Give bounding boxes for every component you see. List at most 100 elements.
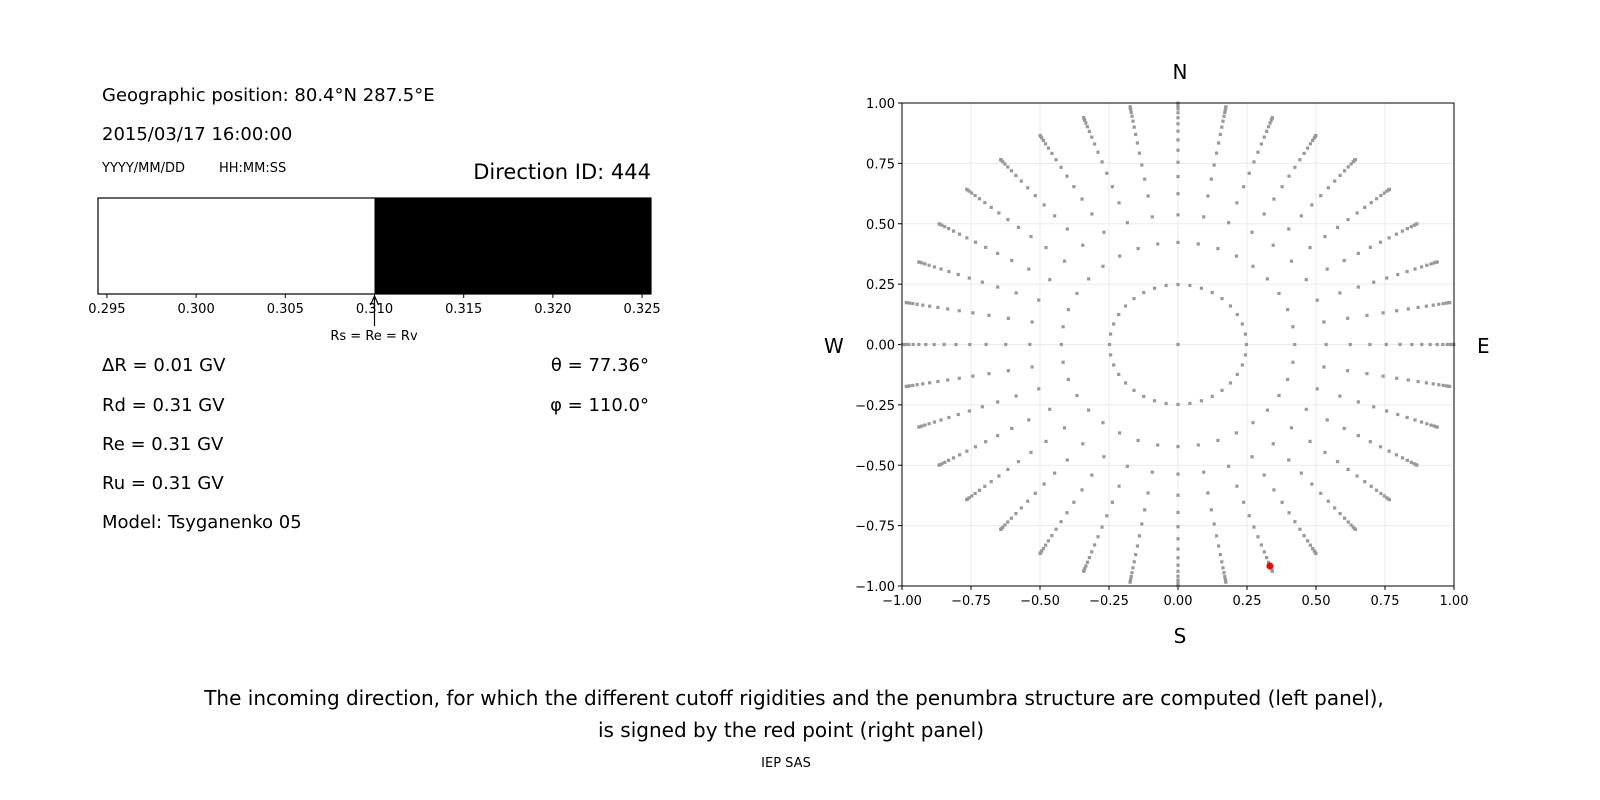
grid-point [1251, 264, 1255, 268]
grid-point [1280, 500, 1284, 504]
grid-point [970, 191, 974, 195]
grid-point [1123, 381, 1128, 385]
grid-point [1050, 151, 1054, 155]
grid-point [1265, 408, 1269, 412]
caption-line-1: The incoming direction, for which the di… [204, 686, 1384, 710]
compass-north: N [1172, 60, 1188, 84]
grid-point [1176, 138, 1180, 142]
grid-point [907, 342, 911, 347]
grid-point [1132, 560, 1136, 564]
x-tick-label: 0.25 [1233, 594, 1262, 609]
grid-point [1209, 508, 1213, 512]
grid-point [1059, 342, 1063, 347]
grid-point [980, 405, 984, 409]
grid-point [1188, 401, 1192, 406]
grid-point [1448, 300, 1452, 305]
grid-point [1356, 400, 1360, 404]
grid-point [996, 400, 1000, 404]
grid-point [1424, 304, 1428, 308]
grid-point [927, 263, 931, 267]
grid-point [1400, 456, 1405, 460]
grid-point [1323, 450, 1327, 455]
bar-x-tick-label: 0.320 [534, 302, 571, 317]
grid-point [1014, 173, 1018, 178]
grid-point [1372, 280, 1376, 284]
grid-point [1224, 580, 1228, 584]
grid-point [1053, 471, 1057, 475]
grid-point [997, 211, 1001, 215]
grid-point [1150, 215, 1154, 219]
grid-point [1424, 381, 1428, 385]
grid-point [1176, 525, 1180, 529]
grid-point [1333, 179, 1337, 183]
grid-point [1217, 141, 1221, 145]
grid-point [1117, 372, 1121, 377]
grid-point [917, 260, 921, 264]
grid-point [940, 462, 944, 466]
grid-point [1406, 307, 1410, 311]
grid-point [1164, 401, 1168, 406]
grid-point [1314, 133, 1318, 138]
grid-point [1268, 121, 1272, 125]
grid-point [1217, 544, 1221, 548]
grid-point [1243, 332, 1248, 336]
grid-point [980, 280, 984, 284]
grid-point [1235, 484, 1239, 488]
grid-point [1270, 116, 1274, 120]
grid-point [973, 491, 977, 496]
grid-point [1043, 543, 1048, 547]
grid-point [1222, 571, 1226, 575]
grid-point [1223, 110, 1227, 115]
grid-point [973, 193, 977, 198]
grid-point [1314, 551, 1318, 556]
grid-point [1129, 577, 1133, 582]
grid-point [1262, 550, 1266, 554]
grid-point [1395, 309, 1399, 313]
grid-point [1325, 267, 1329, 271]
grid-point [987, 313, 991, 317]
grid-point [1315, 298, 1319, 302]
grid-point [1250, 230, 1254, 234]
grid-point [983, 484, 987, 488]
grid-point [999, 157, 1003, 162]
y-tick-label: 1.00 [866, 97, 895, 112]
grid-point [1428, 342, 1432, 347]
grid-point [1065, 511, 1069, 515]
grid-point [1298, 527, 1302, 531]
grid-point [1289, 426, 1294, 430]
grid-point [956, 272, 960, 277]
penumbra-bar-chart: 0.295 0.300 0.305 0.310 0.315 0.320 0.325 [88, 197, 661, 326]
grid-point [1118, 254, 1122, 258]
bar-x-tick-label: 0.295 [88, 302, 125, 317]
grid-point [1346, 165, 1350, 169]
grid-point [1396, 272, 1400, 277]
grid-point [1093, 142, 1097, 146]
grid-point [1448, 384, 1452, 389]
grid-point [1353, 157, 1357, 162]
grid-point [932, 342, 936, 347]
x-tick-label: −0.50 [1020, 594, 1060, 609]
grid-point [1218, 552, 1222, 557]
grid-point [1075, 291, 1079, 296]
grid-point [1348, 342, 1352, 347]
grid-point [1286, 307, 1290, 312]
grid-point [1266, 125, 1271, 129]
grid-point [1041, 138, 1045, 143]
grid-point [1222, 114, 1226, 118]
grid-point [996, 285, 1000, 289]
grid-point [1346, 217, 1350, 222]
grid-point [1271, 243, 1275, 247]
grid-point [1326, 186, 1330, 190]
grid-point [970, 494, 974, 498]
grid-point [1353, 527, 1357, 532]
grid-point [1152, 286, 1157, 290]
grid-point [1338, 394, 1342, 398]
grid-point [1385, 496, 1389, 500]
grid-point [917, 425, 921, 429]
grid-point [923, 423, 927, 427]
x-tick-label: 1.00 [1440, 594, 1469, 609]
grid-point [1308, 142, 1313, 146]
grid-point [1405, 415, 1409, 420]
delta-r-value: ΔR = 0.01 GV [102, 355, 226, 376]
grid-point [1419, 420, 1424, 424]
